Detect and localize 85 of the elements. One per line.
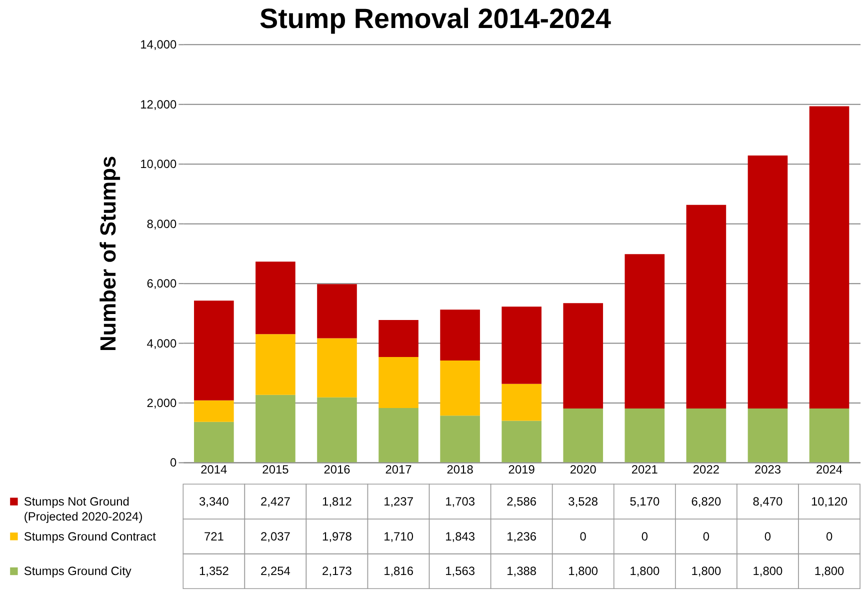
data-label: 1,388 [506,564,537,578]
x-tick-label: 2014 [200,462,228,477]
y-tick-label: 10,000 [140,157,178,172]
bar [502,384,542,421]
data-label: 0 [826,529,833,544]
data-label: 2,586 [506,494,537,509]
x-tick-label: 2021 [631,462,658,477]
bar [194,300,234,400]
data-label: 1,800 [691,564,722,578]
x-tick-label: 2020 [570,462,597,477]
data-label: 1,236 [506,529,537,544]
bar [378,356,418,408]
bar [256,262,296,334]
bar [809,408,850,462]
data-label: 1,816 [384,564,414,578]
data-label: 6,820 [691,494,722,509]
bar [502,420,542,462]
x-tick-label: 2018 [446,462,474,477]
chart-title: Stump Removal 2014-2024 [259,3,612,34]
data-label: 1,352 [198,564,230,578]
data-label: 1,237 [384,494,414,509]
data-label: 2,427 [260,494,291,509]
bar [317,338,357,398]
data-label: 1,710 [384,529,414,544]
x-tick-label: 2015 [262,462,290,477]
bar [378,320,418,357]
bar [686,204,726,408]
data-label: 0 [580,529,587,544]
y-tick-label: 8,000 [146,216,178,231]
y-tick-label: 4,000 [146,336,178,350]
data-label: 1,800 [814,564,845,578]
data-label: 0 [641,529,648,544]
data-label: 3,340 [198,494,230,509]
bar [256,394,296,462]
data-label: 1,812 [322,494,352,509]
data-label: 5,170 [630,494,660,509]
bar [440,416,480,462]
x-tick-label: 2017 [385,462,412,477]
data-label: 0 [764,529,772,544]
bar [809,106,850,408]
data-label: 8,470 [752,494,784,509]
bar [194,422,234,462]
bar [624,408,665,462]
data-label: 2,254 [260,564,291,578]
bar [317,397,357,462]
data-label: 721 [204,529,224,544]
bar [563,408,604,462]
x-tick-label: 2024 [816,462,843,477]
data-label: 1,800 [630,564,660,578]
data-label: 1,800 [568,564,598,578]
y-axis-title: Number of Stumps [95,156,120,352]
data-label: 3,528 [568,494,598,509]
legend-label: Stumps Not Ground (Projected 2020-2024) [24,494,143,524]
data-label: 1,703 [445,494,476,509]
bar [748,408,788,462]
x-tick-label: 2019 [508,462,536,477]
bar [378,408,418,462]
data-label: 2,173 [322,564,352,578]
data-label: 10,120 [811,494,848,509]
bar [440,310,480,361]
data-label: 1,800 [752,564,784,578]
data-label: 1,843 [445,529,476,544]
y-tick-label: 0 [170,456,178,470]
bar [256,334,296,395]
bar [624,254,665,408]
bar [502,306,542,384]
bar [194,400,234,422]
x-tick-label: 2023 [754,462,782,477]
y-tick-label: 14,000 [140,38,178,52]
legend-label: Stumps Ground City [24,564,132,578]
y-tick-label: 2,000 [146,396,178,410]
data-label: 1,978 [322,529,352,544]
y-tick-label: 6,000 [146,276,178,291]
y-tick-label: 12,000 [140,97,178,112]
bar [748,156,788,408]
bar [317,284,357,338]
data-label: 0 [702,529,710,544]
x-tick-label: 2016 [324,462,351,477]
data-label: 1,563 [445,564,476,578]
bar [563,303,604,408]
bar [440,360,480,416]
x-tick-label: 2022 [692,462,720,477]
bar [686,408,726,462]
legend-label: Stumps Ground Contract [24,529,157,544]
data-label: 2,037 [260,529,291,544]
